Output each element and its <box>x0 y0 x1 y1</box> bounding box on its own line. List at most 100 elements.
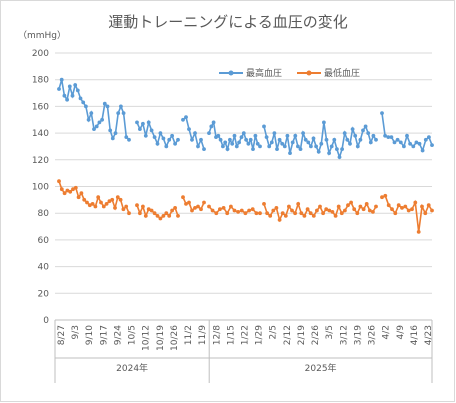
diastolic-point <box>90 202 95 206</box>
y-tick-label: 80 <box>38 209 50 219</box>
diastolic-point <box>413 200 418 205</box>
systolic-point <box>135 120 139 125</box>
systolic-point <box>84 104 88 109</box>
diastolic-point <box>115 195 120 200</box>
systolic-point <box>402 144 406 149</box>
systolic-point <box>232 133 237 138</box>
diastolic-point <box>293 211 297 216</box>
diastolic-point <box>396 203 401 208</box>
diastolic-point <box>59 187 64 192</box>
systolic-point <box>269 140 274 145</box>
systolic-point <box>216 133 221 138</box>
systolic-point <box>149 128 154 133</box>
diastolic-point <box>403 204 408 209</box>
diastolic-point <box>155 214 160 218</box>
diastolic-point <box>73 185 78 190</box>
systolic-point <box>285 133 290 138</box>
systolic-point <box>411 144 416 149</box>
year-label-2025: 2025年 <box>305 362 337 374</box>
systolic-point <box>282 144 287 149</box>
systolic-point <box>423 137 428 142</box>
systolic-point <box>324 137 329 142</box>
x-tick-label: 9/24 <box>113 325 123 345</box>
diastolic-point <box>193 206 197 210</box>
systolic-point <box>427 135 431 140</box>
diastolic-point <box>239 208 244 213</box>
systolic-point <box>408 141 412 146</box>
diastolic-point <box>113 206 117 210</box>
diastolic-point <box>386 203 391 208</box>
y-tick-label: 160 <box>32 102 49 112</box>
diastolic-point <box>287 204 291 209</box>
diastolic-line <box>381 194 433 233</box>
systolic-point <box>275 147 279 152</box>
systolic-point <box>59 77 64 82</box>
systolic-point <box>366 131 371 136</box>
systolic-point <box>108 128 113 133</box>
systolic-point <box>86 117 91 122</box>
diastolic-point <box>277 218 282 222</box>
diastolic-point <box>321 211 325 216</box>
diastolic-point <box>315 208 319 213</box>
diastolic-point <box>196 204 200 209</box>
y-tick-label: 20 <box>38 289 50 299</box>
systolic-point <box>280 141 285 146</box>
systolic-point <box>327 151 331 156</box>
diastolic-point <box>143 214 148 218</box>
systolic-point <box>255 141 260 146</box>
x-tick-label: 9/3 <box>71 325 81 339</box>
diastolic-point <box>218 207 222 212</box>
systolic-point <box>380 111 384 115</box>
systolic-point <box>230 141 235 146</box>
systolic-point <box>303 137 308 142</box>
systolic-point <box>105 104 110 109</box>
systolic-point <box>225 147 230 152</box>
diastolic-point <box>207 204 211 209</box>
diastolic-point <box>361 207 366 212</box>
systolic-point <box>253 133 258 138</box>
systolic-point <box>306 140 311 145</box>
x-tick-label: 2/5 <box>269 325 279 339</box>
diastolic-point <box>62 191 67 196</box>
x-tick-label: 10/26 <box>170 325 180 351</box>
diastolic-point <box>299 211 304 216</box>
diastolic-point <box>176 214 180 218</box>
systolic-point <box>209 124 214 129</box>
systolic-point <box>211 120 216 125</box>
y-tick-label: 0 <box>43 316 49 326</box>
diastolic-point <box>258 211 262 216</box>
systolic-point <box>332 137 337 142</box>
systolic-point <box>420 148 425 153</box>
systolic-point <box>100 117 104 122</box>
diastolic-point <box>210 208 215 213</box>
diastolic-point <box>346 203 350 208</box>
systolic-point <box>187 127 191 131</box>
diastolic-point <box>101 204 106 209</box>
diastolic-point <box>236 210 241 214</box>
systolic-point <box>246 141 251 146</box>
diastolic-point <box>393 211 398 216</box>
systolic-point <box>301 131 305 136</box>
diastolic-point <box>406 208 411 213</box>
diastolic-point <box>327 208 332 213</box>
diastolic-point <box>82 197 87 202</box>
diastolic-point <box>271 208 276 213</box>
diastolic-point <box>330 210 335 214</box>
systolic-point <box>288 151 292 156</box>
systolic-point <box>121 111 126 115</box>
diastolic-point <box>349 200 353 205</box>
diastolic-point <box>371 210 375 214</box>
diastolic-point <box>170 208 175 213</box>
y-tick-label: 60 <box>38 236 50 246</box>
systolic-point <box>73 83 78 87</box>
diastolic-point <box>302 214 307 218</box>
systolic-point <box>430 143 434 148</box>
diastolic-point <box>173 206 178 210</box>
systolic-point <box>62 93 67 98</box>
systolic-point <box>414 140 419 145</box>
systolic-point <box>161 136 166 141</box>
diastolic-point <box>262 202 266 206</box>
x-tick-label: 2/12 <box>283 325 293 345</box>
x-tick-label: 3/12 <box>339 325 349 345</box>
